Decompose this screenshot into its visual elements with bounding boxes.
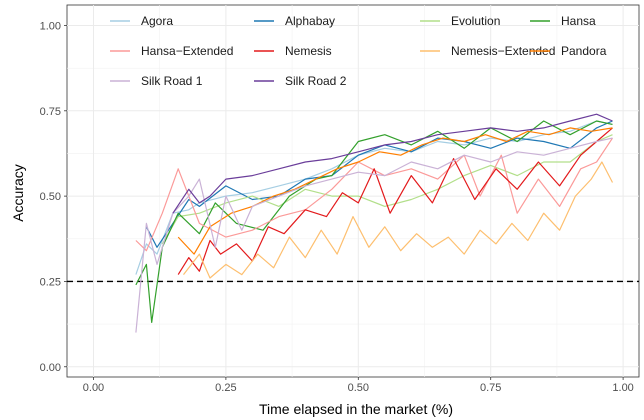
legend-item-7: Pandora: [530, 44, 607, 58]
series-line-7: [177, 127, 613, 255]
legend-label: Agora: [141, 14, 173, 28]
legend-label: Nemesis: [285, 44, 332, 58]
x-axis-title: Time elapsed in the market (%): [259, 401, 453, 417]
series-line-2: [161, 134, 613, 245]
x-tick-label: 1.00: [612, 382, 633, 394]
y-tick-label: 0.75: [40, 106, 61, 118]
legend-label: Alphabay: [285, 14, 335, 28]
axis-ticks: 0.00 0.25 0.50 0.75 1.00 0.00 0.25 0.50 0.75 1.00: [40, 20, 634, 394]
x-tick-label: 0.75: [480, 382, 501, 394]
legend-label: Silk Road 2: [285, 74, 347, 88]
legend-item-1: Alphabay: [254, 14, 335, 28]
series-line-8: [135, 137, 613, 333]
series-line-5: [177, 127, 613, 275]
series-line-3: [135, 120, 613, 323]
legend-label: Evolution: [451, 14, 500, 28]
series-line-9: [172, 113, 613, 214]
plot-panel: [66, 4, 640, 378]
x-tick-label: 0.50: [348, 382, 369, 394]
series-line-6: [183, 161, 614, 279]
legend-label: Hansa: [561, 14, 596, 28]
legend-item-6: Nemesis−Extended: [420, 44, 555, 58]
legend-item-2: Evolution: [420, 14, 500, 28]
legend-item-0: Agora: [110, 14, 173, 28]
x-tick-label: 0.00: [83, 382, 104, 394]
legend-item-8: Silk Road 1: [110, 74, 203, 88]
legend-item-4: Hansa−Extended: [110, 44, 233, 58]
legend-label: Silk Road 1: [141, 74, 203, 88]
legend-label: Hansa−Extended: [141, 44, 233, 58]
legend-label: Pandora: [561, 44, 607, 58]
y-axis-title: Accuracy: [10, 164, 26, 222]
y-tick-label: 0.50: [40, 191, 61, 203]
legend: Agora Alphabay Evolution Hansa Hansa−Extende…: [110, 14, 607, 88]
series-lines: [135, 113, 614, 333]
y-tick-label: 1.00: [40, 20, 61, 32]
legend-item-5: Nemesis: [254, 44, 332, 58]
legend-item-9: Silk Road 2: [254, 74, 347, 88]
legend-label: Nemesis−Extended: [451, 44, 555, 58]
y-tick-label: 0.25: [40, 276, 61, 288]
y-tick-label: 0.00: [40, 362, 61, 374]
x-tick-label: 0.25: [215, 382, 236, 394]
legend-item-3: Hansa: [530, 14, 596, 28]
series-line-1: [145, 120, 613, 248]
